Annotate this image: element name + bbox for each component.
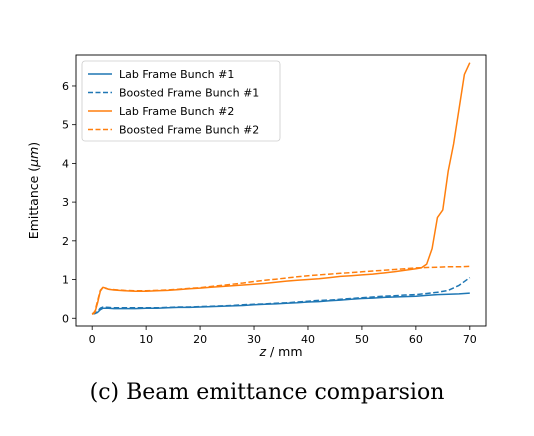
y-tick-label: 0 [62, 312, 69, 325]
x-tick-label: 40 [301, 333, 315, 346]
series-layer [91, 62, 471, 316]
y-tick-label: 2 [62, 235, 69, 248]
y-tick-label: 4 [62, 157, 69, 170]
legend-label: Lab Frame Bunch #1 [119, 68, 234, 81]
figure-caption: (c) Beam emittance comparsion [89, 380, 445, 405]
legend-entries: Lab Frame Bunch #1 Boosted Frame Bunch #1… [88, 68, 259, 137]
y-axis-ticks: 0 1 2 3 4 5 6 [62, 80, 76, 325]
series-line-2 [92, 276, 471, 315]
y-tick-label: 3 [62, 196, 69, 209]
y-tick-label: 1 [62, 274, 69, 287]
legend-label: Boosted Frame Bunch #1 [119, 87, 259, 100]
series-line-4 [91, 265, 470, 315]
legend-label: Boosted Frame Bunch #2 [119, 124, 259, 137]
y-tick-label: 5 [62, 119, 69, 132]
y-tick-label: 6 [62, 80, 69, 93]
x-tick-label: 0 [89, 333, 96, 346]
x-tick-label: 50 [355, 333, 369, 346]
legend-box [81, 60, 281, 142]
x-tick-label: 30 [247, 333, 261, 346]
x-axis-ticks: 0 10 20 30 40 50 60 70 [89, 326, 477, 346]
legend: Lab Frame Bunch #1 Boosted Frame Bunch #1… [81, 60, 281, 142]
x-tick-label: 70 [463, 333, 477, 346]
x-tick-label: 20 [193, 333, 207, 346]
legend-label: Lab Frame Bunch #2 [119, 105, 234, 118]
x-tick-label: 10 [139, 333, 153, 346]
y-axis-label: Emittance (μm) [26, 142, 41, 239]
x-axis-label: z / mm [258, 344, 302, 359]
x-tick-label: 60 [409, 333, 423, 346]
